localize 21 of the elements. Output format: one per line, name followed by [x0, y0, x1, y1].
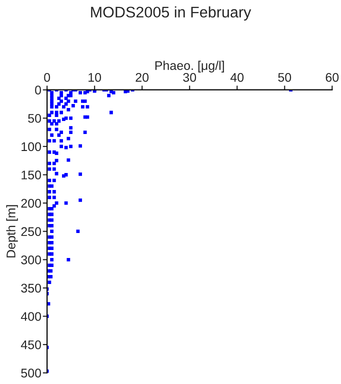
x-tick-label: 30	[183, 72, 196, 82]
chart-title: MODS2005 in February	[91, 6, 252, 21]
x-tick-label: 60	[326, 72, 339, 82]
x-tick-label: 20	[136, 72, 149, 82]
y-tick-label: 250	[21, 227, 42, 236]
y-tick-label: 150	[22, 170, 42, 180]
x-tick-label: 40	[230, 72, 244, 82]
y-tick-label: 50	[28, 114, 42, 123]
y-tick-label: 350	[21, 284, 42, 293]
x-tick-label: 50	[278, 72, 292, 82]
y-tick-label: 450	[20, 340, 42, 350]
y-tick-label: 200	[21, 198, 42, 208]
y-tick-label: 500	[21, 368, 42, 378]
y-tick-label: 400	[20, 312, 42, 321]
y-tick-label: 100	[22, 142, 42, 152]
y-axis-title: Depth [m]	[6, 205, 18, 258]
y-tick-label: 0	[35, 86, 42, 95]
y-tick-label: 300	[21, 255, 42, 264]
x-tick-label: 0	[44, 72, 50, 82]
x-axis-title: Phaeo. [μg/l]	[155, 60, 224, 72]
x-tick-label: 10	[88, 72, 102, 82]
